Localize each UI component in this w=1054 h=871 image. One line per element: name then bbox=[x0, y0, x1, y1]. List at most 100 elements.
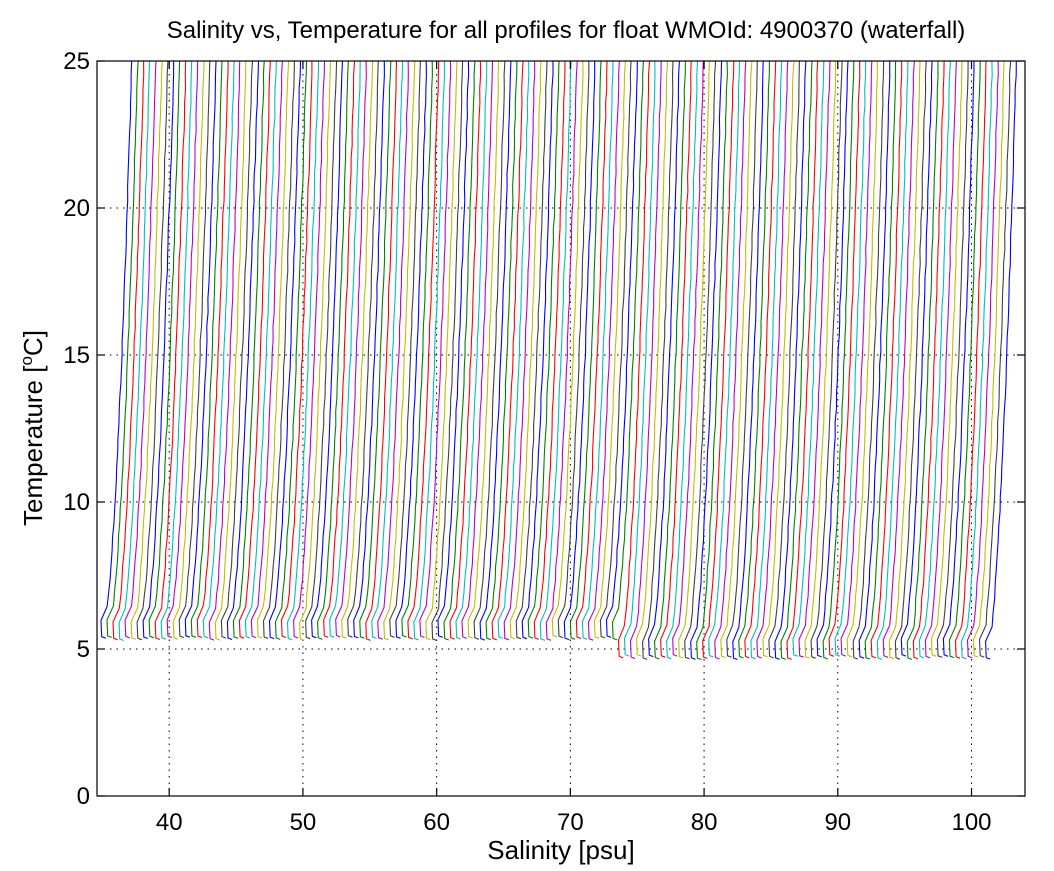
profile-line bbox=[726, 61, 758, 658]
profile-line bbox=[966, 61, 999, 659]
profile-line bbox=[858, 61, 891, 659]
profile-line bbox=[678, 61, 711, 659]
profile-line bbox=[636, 61, 669, 657]
profile-line bbox=[648, 61, 680, 658]
profile-line bbox=[317, 61, 349, 640]
profile-line bbox=[160, 61, 193, 640]
profile-line bbox=[184, 61, 217, 638]
y-tick-label: 25 bbox=[63, 48, 90, 75]
grid-lines bbox=[97, 61, 1025, 796]
profile-line bbox=[437, 61, 470, 638]
profile-line bbox=[629, 61, 662, 660]
profile-line bbox=[106, 61, 139, 638]
profile-line bbox=[323, 61, 356, 638]
profile-line bbox=[587, 61, 620, 641]
profile-line bbox=[515, 61, 548, 640]
profile-line bbox=[214, 61, 247, 641]
profile-line bbox=[202, 61, 235, 639]
y-axis-label: Temperature [oC] bbox=[17, 330, 48, 526]
profile-line bbox=[720, 61, 753, 659]
profile-line bbox=[798, 61, 831, 658]
x-axis-label: Salinity [psu] bbox=[487, 835, 634, 865]
profile-line bbox=[419, 61, 452, 638]
profile-line bbox=[876, 61, 909, 660]
profile-line bbox=[479, 61, 512, 641]
x-tick-labels: 40 50 60 70 80 90 100 bbox=[156, 809, 992, 836]
profile-line bbox=[299, 61, 332, 641]
profile-line bbox=[359, 61, 392, 639]
profile-line bbox=[569, 61, 602, 640]
profile-line bbox=[190, 61, 223, 638]
profile-line bbox=[732, 61, 764, 661]
y-tick-label: 20 bbox=[63, 195, 90, 222]
profile-line bbox=[244, 61, 277, 639]
chart-title: Salinity vs, Temperature for all profile… bbox=[167, 17, 966, 44]
y-axis-label-superscript: o bbox=[17, 356, 36, 365]
profile-line bbox=[341, 61, 374, 639]
profile-line bbox=[371, 61, 404, 639]
y-axis-label-prefix: Temperature [ bbox=[18, 365, 48, 526]
profile-line bbox=[942, 61, 975, 657]
profile-line bbox=[142, 61, 175, 640]
profile-line bbox=[172, 61, 205, 640]
profile-line bbox=[906, 61, 939, 660]
profile-line bbox=[100, 61, 133, 639]
profile-line bbox=[684, 61, 717, 660]
profile-line bbox=[232, 61, 265, 639]
profile-line bbox=[774, 61, 807, 660]
profile-line bbox=[413, 61, 446, 641]
profile-line bbox=[810, 61, 843, 659]
profile-line bbox=[256, 61, 290, 639]
profile-line bbox=[491, 61, 524, 641]
profile-line bbox=[118, 61, 151, 642]
profile-line bbox=[136, 61, 169, 641]
profile-line bbox=[431, 61, 464, 641]
profile-line bbox=[497, 61, 530, 639]
profile-line bbox=[900, 61, 933, 657]
profile-line bbox=[220, 61, 254, 639]
profile-line bbox=[124, 61, 157, 639]
y-tick-label: 15 bbox=[63, 342, 90, 369]
profile-line bbox=[250, 61, 283, 639]
y-tick-label: 10 bbox=[63, 489, 90, 516]
profile-line bbox=[395, 61, 427, 639]
profile-line bbox=[262, 61, 295, 639]
x-tick-label: 100 bbox=[951, 809, 991, 836]
profile-line bbox=[888, 61, 921, 660]
y-axis-label-suffix: C] bbox=[18, 330, 48, 356]
profile-line bbox=[852, 61, 885, 660]
profile-line bbox=[485, 61, 518, 641]
profile-line bbox=[401, 61, 433, 638]
profile-line bbox=[611, 61, 644, 641]
profile-line bbox=[509, 61, 542, 640]
profile-line bbox=[738, 61, 770, 659]
y-tick-labels: 0 5 10 15 20 25 bbox=[63, 48, 90, 810]
x-tick-label: 60 bbox=[423, 809, 450, 836]
profile-line bbox=[960, 61, 993, 660]
profile-line bbox=[539, 61, 572, 641]
profile-line bbox=[666, 61, 699, 660]
profile-line bbox=[461, 61, 494, 639]
profile-line bbox=[708, 61, 741, 658]
profile-line bbox=[870, 61, 903, 659]
profile-line bbox=[467, 61, 500, 639]
profile-line bbox=[930, 61, 963, 657]
profile-line bbox=[948, 61, 981, 659]
profile-line bbox=[178, 61, 211, 639]
profile-line bbox=[335, 61, 367, 638]
plot-frame bbox=[96, 60, 1026, 797]
profile-line bbox=[563, 61, 596, 641]
profile-line bbox=[166, 61, 199, 639]
profile-line bbox=[972, 61, 1005, 658]
profile-line bbox=[383, 61, 416, 641]
profile-line bbox=[154, 61, 187, 641]
profile-line bbox=[329, 61, 361, 638]
profile-line bbox=[449, 61, 482, 640]
profile-line bbox=[846, 61, 879, 658]
profile-line bbox=[768, 61, 800, 659]
profile-line bbox=[208, 61, 241, 641]
profile-line bbox=[780, 61, 813, 660]
profile-line bbox=[551, 61, 584, 638]
profile-line bbox=[882, 61, 915, 658]
profile-line bbox=[912, 61, 945, 660]
